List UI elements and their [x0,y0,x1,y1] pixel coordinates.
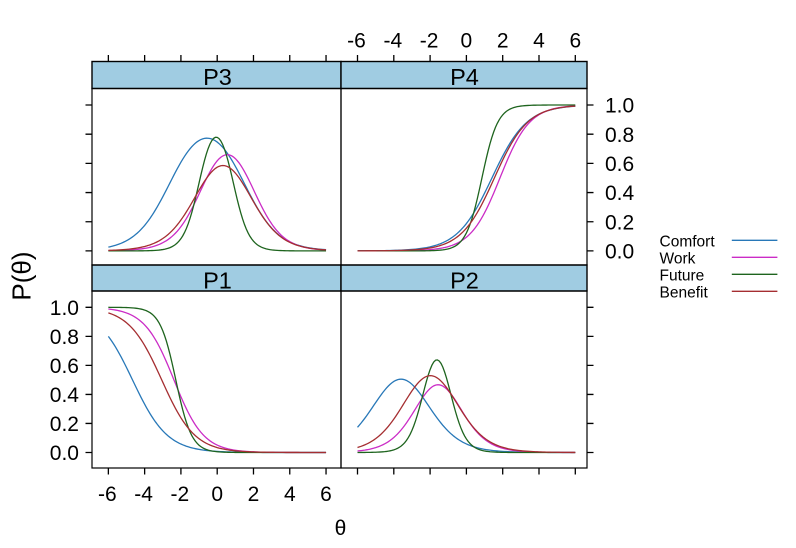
svg-text:0.6: 0.6 [50,355,79,378]
svg-text:P3: P3 [203,64,232,90]
svg-text:Future: Future [660,268,705,285]
svg-text:6: 6 [320,483,332,506]
svg-text:1.0: 1.0 [50,297,79,320]
svg-text:Work: Work [660,251,696,268]
svg-text:P4: P4 [450,64,479,90]
svg-text:-6: -6 [347,29,366,52]
svg-text:Comfort: Comfort [660,234,716,251]
svg-text:0.4: 0.4 [50,384,80,407]
svg-text:2: 2 [248,483,260,506]
svg-text:0.4: 0.4 [605,182,635,205]
svg-text:P1: P1 [203,268,232,294]
svg-text:0.2: 0.2 [605,211,634,234]
svg-text:0.8: 0.8 [605,124,634,147]
svg-text:0.2: 0.2 [50,413,79,436]
svg-text:4: 4 [533,29,545,52]
svg-text:0.0: 0.0 [50,442,79,465]
svg-text:Benefit: Benefit [660,285,709,302]
svg-text:0: 0 [461,29,473,52]
svg-text:0: 0 [211,483,223,506]
svg-text:-4: -4 [383,29,402,52]
svg-text:6: 6 [569,29,581,52]
svg-text:0.0: 0.0 [605,241,634,264]
svg-text:P2: P2 [450,268,479,294]
svg-text:2: 2 [497,29,509,52]
svg-text:1.0: 1.0 [605,95,634,118]
svg-text:-2: -2 [420,29,439,52]
svg-text:-6: -6 [98,483,117,506]
svg-text:0.6: 0.6 [605,153,634,176]
svg-text:0.8: 0.8 [50,326,79,349]
svg-text:4: 4 [284,483,296,506]
svg-text:P(θ): P(θ) [7,251,37,300]
svg-text:-4: -4 [134,483,153,506]
svg-text:θ: θ [335,517,347,540]
svg-text:-2: -2 [171,483,190,506]
